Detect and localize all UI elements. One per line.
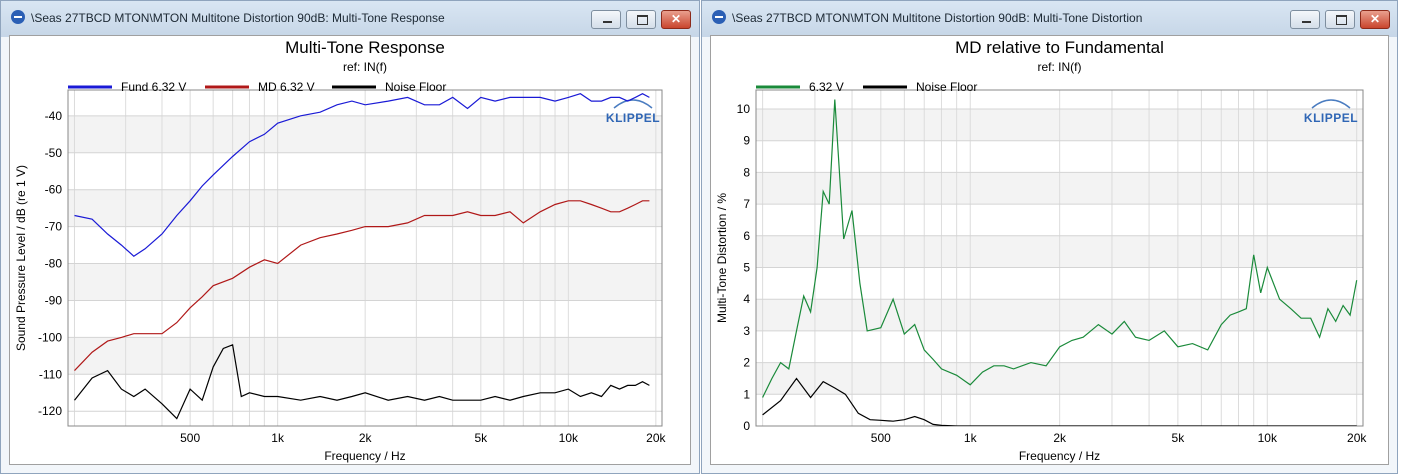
y-tick-label: 4 <box>743 292 750 306</box>
chart-title: Multi-Tone Response <box>285 38 445 57</box>
y-tick-label: 8 <box>743 165 750 179</box>
y-tick-label: -90 <box>45 293 63 307</box>
y-tick-label: 9 <box>743 134 750 148</box>
legend-label: 6.32 V <box>809 80 844 94</box>
chart-title: MD relative to Fundamental <box>955 38 1164 57</box>
y-tick-label: -80 <box>45 257 63 271</box>
series-line-6-32-v <box>762 99 1358 398</box>
series-line-md-6-32-v <box>74 200 650 372</box>
distortion-window: \Seas 27TBCD MTON\MTON Multitone Distort… <box>701 0 1398 474</box>
y-tick-label: 7 <box>743 197 750 211</box>
y-tick-label: -100 <box>38 330 62 344</box>
x-tick-label: 2k <box>359 431 373 445</box>
y-axis-label: Multi-Tone Distortion / % <box>715 193 729 323</box>
y-tick-label: -70 <box>45 220 63 234</box>
x-tick-label: 10k <box>1258 431 1278 445</box>
y-tick-label: 2 <box>743 356 750 370</box>
window-titlebar[interactable]: \Seas 27TBCD MTON\MTON Multitone Distort… <box>1 1 699 37</box>
close-button[interactable] <box>661 10 691 29</box>
legend-label: Fund 6.32 V <box>121 80 186 94</box>
window-title: \Seas 27TBCD MTON\MTON Multitone Distort… <box>31 11 445 25</box>
chart-panel: -40 -50 -60 -70 -80 -90 -100 -110 -120 500 1k 2k 5k 1… <box>9 35 691 465</box>
x-tick-label: 500 <box>871 431 891 445</box>
distortion-chart: 0 1 2 3 4 5 6 7 8 9 10 500 1k 2k 5k 10k 20k MD relative t… <box>715 38 1367 463</box>
klippel-logo: KLIPPEL <box>1304 111 1358 125</box>
minimize-button[interactable] <box>591 10 621 29</box>
x-tick-label: 1k <box>964 431 978 445</box>
y-tick-label: 5 <box>743 261 750 275</box>
close-button[interactable] <box>1360 10 1390 29</box>
y-tick-label: -40 <box>45 109 63 123</box>
x-tick-label: 20k <box>646 431 666 445</box>
legend-label: Noise Floor <box>916 80 977 94</box>
y-tick-label: 0 <box>743 419 750 433</box>
y-tick-label: 3 <box>743 324 750 338</box>
minimize-button[interactable] <box>1290 10 1320 29</box>
window-titlebar[interactable]: \Seas 27TBCD MTON\MTON Multitone Distort… <box>702 1 1397 37</box>
series-line-noise-floor <box>762 377 1357 426</box>
legend-label: MD 6.32 V <box>258 80 315 94</box>
y-tick-label: -50 <box>45 146 63 160</box>
x-tick-label: 1k <box>271 431 285 445</box>
response-chart: -40 -50 -60 -70 -80 -90 -100 -110 -120 500 1k 2k 5k 1… <box>14 38 666 463</box>
x-tick-label: 5k <box>474 431 488 445</box>
logo-arc <box>613 99 653 109</box>
chart-panel: 0 1 2 3 4 5 6 7 8 9 10 500 1k 2k 5k 10k 20k MD relative t… <box>710 35 1389 465</box>
logo-arc <box>1311 99 1351 109</box>
response-window: \Seas 27TBCD MTON\MTON Multitone Distort… <box>0 0 700 474</box>
klippel-logo: KLIPPEL <box>606 111 660 125</box>
x-tick-label: 20k <box>1347 431 1367 445</box>
x-tick-label: 10k <box>559 431 579 445</box>
y-tick-label: 10 <box>737 102 751 116</box>
x-tick-label: 500 <box>180 431 200 445</box>
y-tick-label: -120 <box>38 404 62 418</box>
chart-subtitle: ref: IN(f) <box>343 60 387 74</box>
klippel-app-icon <box>11 10 25 24</box>
maximize-button[interactable] <box>1325 10 1355 29</box>
y-tick-label: 6 <box>743 229 750 243</box>
x-tick-label: 2k <box>1053 431 1067 445</box>
maximize-button[interactable] <box>626 10 656 29</box>
x-axis-label: Frequency / Hz <box>324 449 405 463</box>
series-line-fund-6-32-v <box>74 93 650 257</box>
y-tick-label: -60 <box>45 183 63 197</box>
chart-subtitle: ref: IN(f) <box>1038 60 1082 74</box>
y-tick-label: 1 <box>743 387 750 401</box>
x-axis-label: Frequency / Hz <box>1019 449 1100 463</box>
legend-label: Noise Floor <box>385 80 446 94</box>
plot-border <box>67 89 663 427</box>
window-title: \Seas 27TBCD MTON\MTON Multitone Distort… <box>732 11 1143 25</box>
y-tick-label: -110 <box>39 367 62 381</box>
x-tick-label: 5k <box>1172 431 1186 445</box>
y-axis-label: Sound Pressure Level / dB (re 1 V) <box>14 165 28 351</box>
series-line-noise-floor <box>74 343 650 420</box>
klippel-app-icon <box>712 10 726 24</box>
